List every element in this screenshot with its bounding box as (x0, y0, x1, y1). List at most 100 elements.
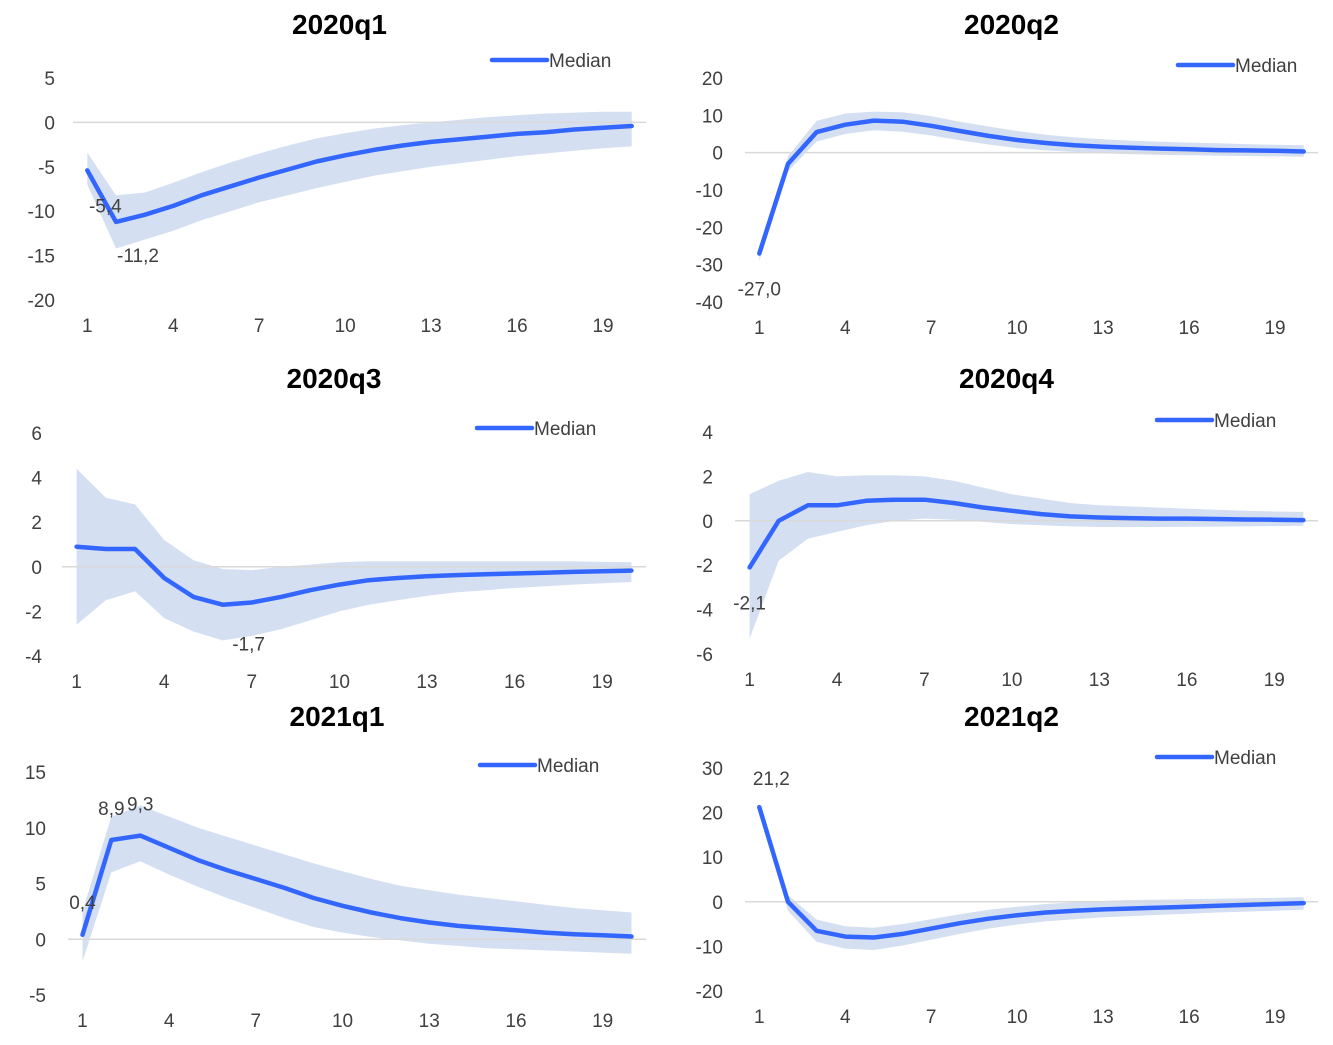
y-tick-label: -4 (696, 601, 713, 622)
y-tick-label: 0 (44, 113, 55, 134)
series-line-median (747, 497, 1306, 570)
data-label: 9,3 (127, 795, 153, 816)
chart-svg: 2020q2 20 10 0 -10 -20 -30 -40 1 4 7 10 13 16 19 -27,0 M… (696, 9, 1318, 339)
chart-title: 2021q1 (290, 701, 385, 732)
chart-title: 2021q2 (964, 701, 1059, 732)
x-tick-label: 13 (419, 1011, 440, 1032)
chart-title: 2020q2 (964, 9, 1059, 40)
x-tick-label: 16 (504, 672, 525, 693)
chart-svg: 2020q3 6 4 2 0 -2 -4 1 4 7 10 13 16 19 -1,7 Median (25, 363, 646, 693)
y-tick-label: 10 (702, 106, 723, 127)
y-tick-label: 20 (702, 804, 723, 825)
x-tick-label: 16 (1179, 1007, 1200, 1028)
x-tick-label: 1 (71, 672, 82, 693)
x-tick-label: 10 (332, 1011, 353, 1032)
data-label: 8,9 (98, 799, 124, 820)
y-tick-label: -5 (29, 986, 46, 1007)
y-tick-label: 0 (712, 893, 723, 914)
y-tick-label: 0 (31, 558, 42, 579)
x-tick-label: 1 (754, 318, 765, 339)
x-tick-label: 1 (744, 670, 755, 691)
y-tick-label: -6 (696, 645, 713, 666)
y-tick-label: 2 (31, 513, 42, 534)
confidence-band (76, 468, 632, 641)
data-label: 21,2 (753, 769, 790, 790)
series-line-median (757, 804, 1306, 940)
y-tick-label: -30 (696, 256, 723, 277)
x-tick-label: 7 (247, 672, 258, 693)
y-tick-label: -40 (696, 293, 723, 314)
x-tick-label: 13 (1093, 318, 1114, 339)
data-label: -5,4 (89, 196, 122, 217)
x-tick-label: 1 (754, 1007, 765, 1028)
y-tick-label: -2 (696, 556, 713, 577)
x-tick-label: 4 (832, 670, 843, 691)
chart-title: 2020q4 (959, 363, 1054, 394)
confidence-band (82, 805, 632, 962)
chart-title: 2020q3 (287, 363, 382, 394)
chart-panel-2020q2: 2020q2 20 10 0 -10 -20 -30 -40 1 4 7 10 13 16 19 -27,0 M… (665, 0, 1333, 350)
chart-svg: 2020q4 4 2 0 -2 -4 -6 1 4 7 10 13 16 19 -2,1 Median (696, 363, 1318, 691)
y-tick-label: 4 (31, 469, 42, 490)
confidence-band (759, 111, 1304, 261)
chart-panel-2020q3: 2020q3 6 4 2 0 -2 -4 1 4 7 10 13 16 19 -1,7 Median (0, 350, 665, 700)
x-tick-label: 19 (1264, 318, 1285, 339)
chart-panel-2020q4: 2020q4 4 2 0 -2 -4 -6 1 4 7 10 13 16 19 -2,1 Median (665, 350, 1333, 700)
x-tick-label: 13 (416, 672, 437, 693)
x-tick-label: 1 (77, 1011, 88, 1032)
y-tick-label: -5 (38, 158, 55, 179)
y-tick-label: 0 (35, 930, 46, 951)
x-tick-label: 10 (1007, 318, 1028, 339)
data-label: -11,2 (117, 246, 159, 267)
x-tick-label: 10 (1001, 670, 1022, 691)
confidence-band (759, 803, 1304, 950)
x-tick-label: 4 (840, 1007, 851, 1028)
x-tick-label: 10 (335, 316, 356, 337)
y-tick-label: -20 (696, 982, 723, 1003)
y-tick-label: -10 (696, 937, 723, 958)
y-tick-label: 30 (702, 759, 723, 780)
confidence-band (749, 472, 1304, 639)
legend-label: Median (1214, 411, 1276, 432)
y-tick-label: -15 (28, 247, 55, 268)
x-tick-label: 16 (1176, 670, 1197, 691)
x-tick-label: 13 (1093, 1007, 1114, 1028)
y-tick-label: 15 (25, 763, 46, 784)
y-tick-label: 6 (31, 424, 42, 445)
series-line-median (85, 123, 634, 225)
y-tick-label: 0 (712, 144, 723, 165)
y-tick-label: -20 (696, 218, 723, 239)
x-tick-label: 16 (507, 316, 528, 337)
data-label: -27,0 (738, 279, 781, 300)
confidence-band (87, 111, 632, 249)
x-tick-label: 13 (421, 316, 442, 337)
x-tick-label: 1 (82, 316, 93, 337)
y-tick-label: 20 (702, 69, 723, 90)
y-tick-label: 2 (702, 467, 713, 488)
legend-label: Median (534, 419, 596, 440)
y-tick-label: -2 (25, 602, 42, 623)
x-tick-label: 19 (592, 316, 613, 337)
x-tick-label: 4 (164, 1011, 175, 1032)
data-label: -2,1 (733, 593, 766, 614)
x-tick-label: 10 (329, 672, 350, 693)
y-tick-label: -20 (28, 291, 55, 312)
x-tick-label: 4 (840, 318, 851, 339)
y-tick-label: 10 (25, 819, 46, 840)
x-tick-label: 19 (1264, 670, 1285, 691)
x-tick-label: 7 (926, 318, 937, 339)
series-line-median (74, 544, 634, 607)
chart-title: 2020q1 (292, 9, 387, 40)
chart-panel-2020q1: 2020q1 5 0 -5 -10 -15 -20 1 4 7 10 13 16 19 -5,4 -11,2 M… (0, 0, 665, 350)
x-tick-label: 7 (919, 670, 930, 691)
y-tick-label: -4 (25, 647, 42, 668)
series-line-median (757, 118, 1306, 256)
legend-label: Median (537, 756, 599, 777)
legend-label: Median (549, 51, 611, 72)
x-tick-label: 7 (251, 1011, 262, 1032)
series-line-median (80, 833, 634, 939)
chart-svg: 2021q2 30 20 10 0 -10 -20 1 4 7 10 13 16 19 21,2 Median (696, 701, 1318, 1028)
y-tick-label: -10 (696, 181, 723, 202)
x-tick-label: 10 (1007, 1007, 1028, 1028)
